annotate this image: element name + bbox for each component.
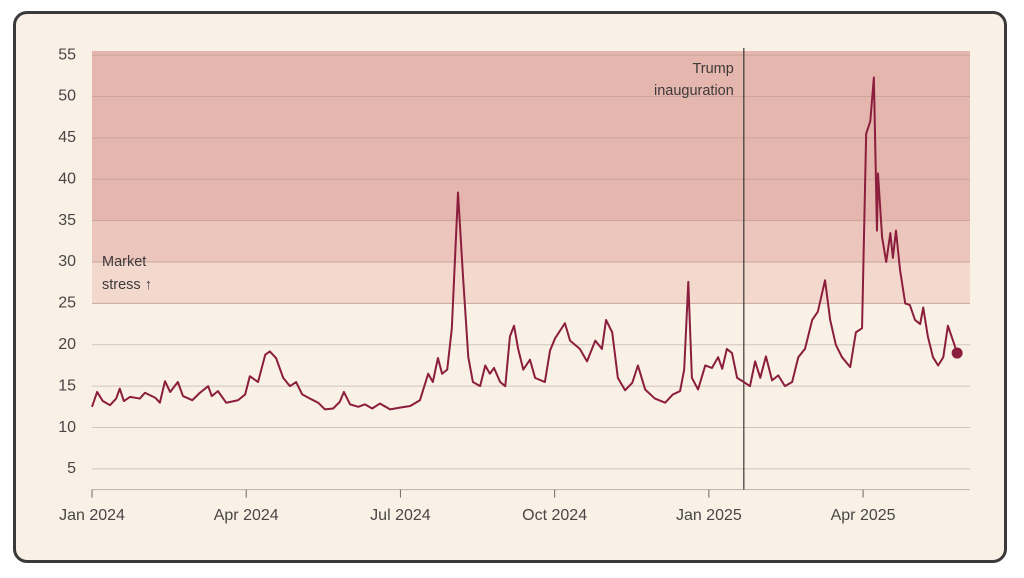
y-tick-label: 15 bbox=[58, 377, 76, 394]
x-tick-label: Oct 2024 bbox=[522, 507, 587, 524]
y-tick-label: 50 bbox=[58, 88, 76, 105]
y-tick-label: 10 bbox=[58, 419, 76, 436]
annotation: Trump bbox=[692, 61, 733, 77]
y-tick-label: 45 bbox=[58, 129, 76, 146]
chart: 5 10 15 20 25 30 35 40 45 50 55 Jan 2024 Apr 2024 Jul… bbox=[58, 46, 970, 524]
x-tick-label: Apr 2025 bbox=[831, 507, 896, 524]
annotation: Market bbox=[102, 254, 146, 270]
y-tick-label: 55 bbox=[58, 46, 76, 63]
x-tick-label: Jul 2024 bbox=[370, 507, 431, 524]
x-tick-label: Apr 2024 bbox=[214, 507, 279, 524]
stress-band bbox=[92, 220, 970, 263]
y-tick-label: 35 bbox=[58, 212, 76, 229]
x-tick-label: Jan 2025 bbox=[676, 507, 742, 524]
y-tick-label: 25 bbox=[58, 295, 76, 312]
annotation: stress ↑ bbox=[102, 277, 152, 293]
y-tick-label: 40 bbox=[58, 170, 76, 187]
line-series bbox=[91, 76, 959, 411]
stress-band bbox=[92, 262, 970, 304]
y-tick-label: 20 bbox=[58, 336, 76, 353]
annotation: inauguration bbox=[654, 83, 734, 99]
stress-band bbox=[92, 51, 970, 221]
end-dot bbox=[951, 347, 963, 359]
card: 5 10 15 20 25 30 35 40 45 50 55 Jan 2024 Apr 2024 Jul… bbox=[13, 11, 1007, 563]
x-tick-label: Jan 2024 bbox=[59, 507, 125, 524]
y-tick-label: 5 bbox=[67, 460, 76, 477]
y-tick-label: 30 bbox=[58, 253, 76, 270]
